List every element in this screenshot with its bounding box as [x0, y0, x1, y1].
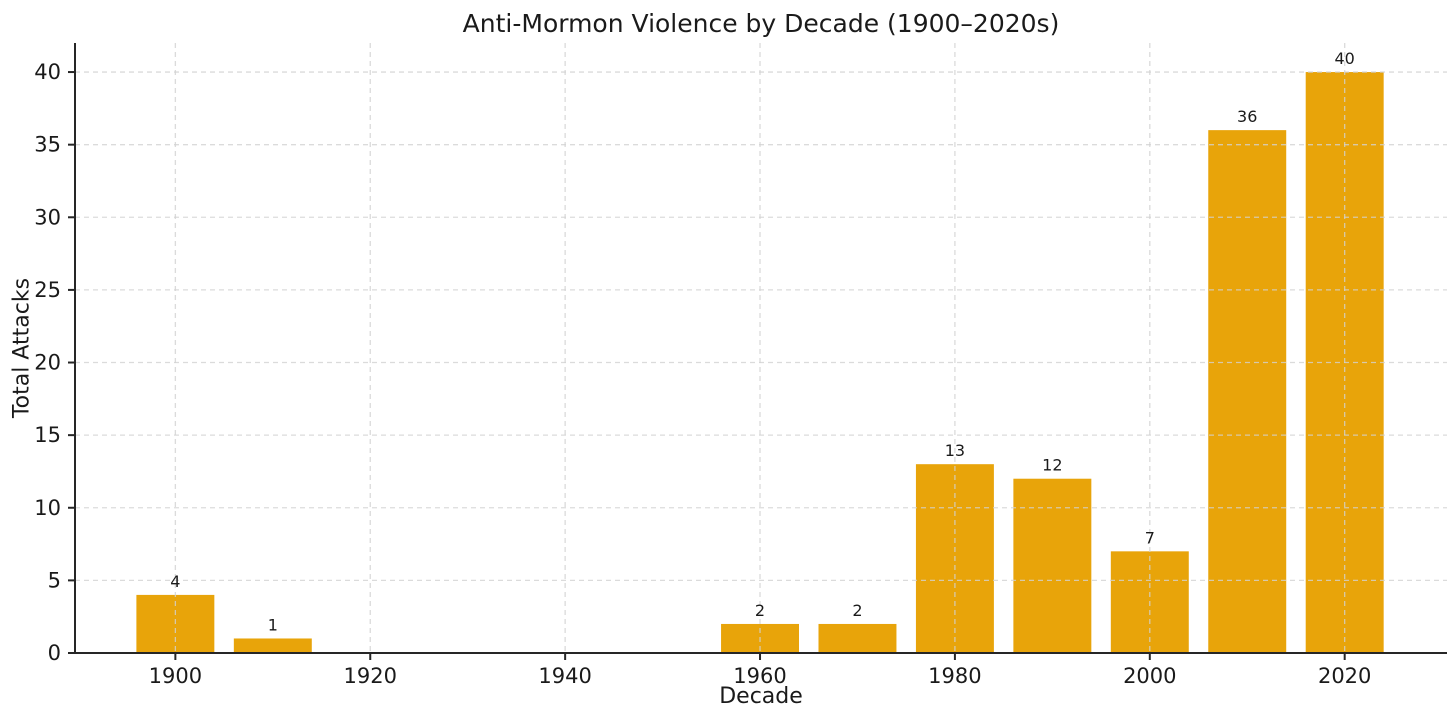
chart-title: Anti-Mormon Violence by Decade (1900–202…: [462, 9, 1060, 38]
bar: [233, 638, 312, 653]
y-tick-label: 20: [34, 351, 61, 375]
bar-value-label: 12: [1042, 456, 1062, 475]
y-tick-label: 40: [34, 60, 61, 84]
y-tick-label: 25: [34, 278, 61, 302]
x-tick-label: 2020: [1318, 664, 1371, 688]
bar-value-label: 40: [1335, 49, 1355, 68]
bar: [1208, 130, 1287, 654]
bar-value-label: 2: [852, 601, 862, 620]
x-tick-label: 1980: [928, 664, 981, 688]
x-tick-label: 1900: [149, 664, 202, 688]
x-tick-label: 2000: [1123, 664, 1176, 688]
y-tick-label: 30: [34, 205, 61, 229]
y-tick-label: 15: [34, 423, 61, 447]
bar-value-label: 36: [1237, 107, 1257, 126]
bar-value-label: 4: [170, 572, 180, 591]
x-tick-label: 1940: [538, 664, 591, 688]
bar-value-label: 13: [945, 441, 965, 460]
bar-value-label: 7: [1145, 528, 1155, 547]
bar-value-label: 2: [755, 601, 765, 620]
bar: [1013, 478, 1092, 653]
x-tick-label: 1960: [733, 664, 786, 688]
y-tick-label: 35: [34, 133, 61, 157]
y-tick-label: 0: [48, 641, 61, 665]
y-tick-label: 5: [48, 568, 61, 592]
y-tick-label: 10: [34, 496, 61, 520]
x-tick-label: 1920: [344, 664, 397, 688]
bar-value-label: 1: [268, 615, 278, 634]
x-axis-label: Decade: [719, 684, 803, 709]
bar: [818, 623, 897, 653]
